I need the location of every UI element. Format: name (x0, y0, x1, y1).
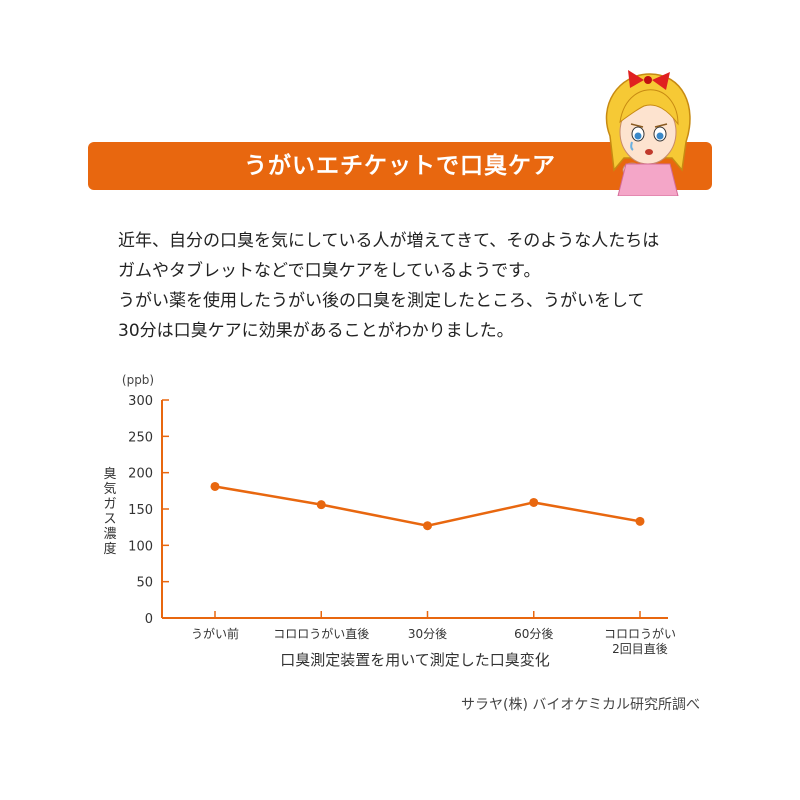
y-tick-label: 200 (128, 467, 153, 482)
intro-text: 近年、自分の口臭を気にしている人が増えてきて、そのような人たちは ガムやタブレッ… (118, 226, 718, 346)
x-tick-label: 60分後 (514, 627, 553, 641)
y-tick-label: 0 (145, 612, 153, 627)
mascot-girl-illustration (605, 70, 691, 196)
x-tick-label: コロロうがい直後 (273, 626, 369, 641)
data-point (529, 497, 539, 507)
y-unit-label: (ppb) (122, 373, 154, 387)
page-title: うがいエチケットで口臭ケア (244, 153, 556, 179)
y-tick-label: 300 (128, 394, 153, 409)
y-axis-label: 臭気ガス濃度 (103, 467, 116, 557)
y-tick-label: 50 (136, 576, 153, 591)
source-credit: サラヤ(株) バイオケミカル研究所調べ (461, 697, 700, 713)
series-line (214, 485, 641, 527)
data-point (316, 500, 326, 510)
y-tick-label: 150 (128, 503, 153, 518)
x-tick-label: 30分後 (408, 627, 447, 641)
y-tick-label: 250 (128, 430, 153, 445)
data-point (210, 481, 220, 491)
intro-line: ガムやタブレットなどで口臭ケアをしているようです。 (118, 261, 541, 281)
x-tick-label: コロロうがい (604, 626, 676, 641)
data-point (635, 516, 645, 526)
data-point (423, 521, 432, 531)
x-tick-label: 2回目直後 (612, 642, 668, 656)
intro-line: うがい薬を使用したうがい後の口臭を測定したところ、うがいをして (118, 291, 645, 311)
intro-line: 近年、自分の口臭を気にしている人が増えてきて、そのような人たちは (118, 231, 660, 251)
y-tick-label: 100 (128, 539, 153, 554)
intro-line: 30分は口臭ケアに効果があることがわかりました。 (118, 321, 514, 341)
x-axis-label: 口臭測定装置を用いて測定した口臭変化 (280, 651, 550, 669)
x-tick-label: うがい前 (191, 626, 239, 641)
title-banner: うがいエチケットで口臭ケア (88, 142, 712, 190)
